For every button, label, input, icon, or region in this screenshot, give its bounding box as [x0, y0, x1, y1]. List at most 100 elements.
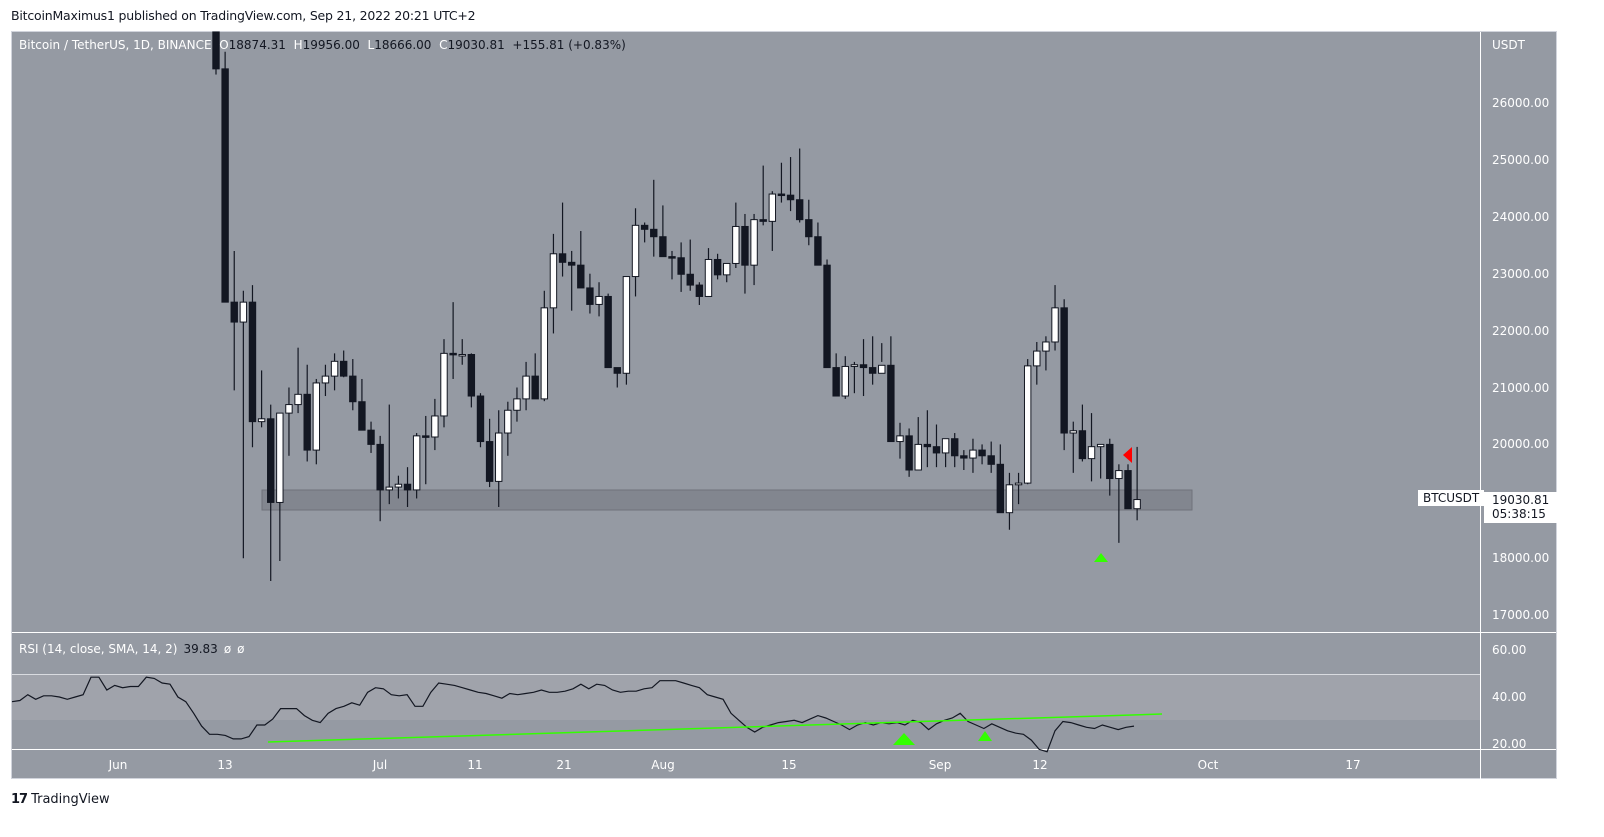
candle — [522, 361, 530, 411]
candle — [358, 378, 366, 431]
candle — [349, 359, 357, 411]
candle — [540, 290, 549, 402]
time-tick: Sep — [928, 758, 952, 772]
last-price-tag: 19030.81 05:38:15 — [1484, 492, 1557, 523]
price-axis[interactable] — [1481, 32, 1556, 631]
candle — [759, 165, 767, 226]
candle — [941, 438, 950, 468]
tradingview-brand[interactable]: 17 TradingView — [11, 792, 110, 807]
high-label: H — [293, 38, 303, 52]
candle — [1069, 421, 1077, 473]
time-tick: 21 — [556, 758, 572, 772]
candle — [495, 410, 503, 507]
candle — [905, 428, 913, 477]
candle — [476, 393, 485, 448]
candle — [330, 353, 339, 391]
rsi-tick: 20.00 — [1492, 736, 1527, 751]
rsi-line-group — [11, 676, 1163, 753]
close-value: 19030.81 — [447, 38, 505, 52]
candle — [303, 364, 311, 462]
candles-group — [212, 31, 1141, 581]
bar-countdown: 05:38:15 — [1492, 507, 1546, 521]
candle — [239, 290, 248, 559]
price-pane[interactable] — [12, 32, 1480, 631]
candle — [677, 242, 685, 292]
candle — [668, 250, 676, 280]
rsi-trendline[interactable] — [267, 713, 1163, 743]
open-value: 18874.31 — [228, 38, 286, 52]
candle — [403, 467, 412, 507]
candle — [723, 262, 731, 283]
time-tick: 17 — [1345, 758, 1361, 772]
candle — [212, 31, 220, 75]
symbol-legend[interactable]: Bitcoin / TetherUS, 1D, BINANCE O18874.3… — [19, 38, 626, 52]
time-tick: 11 — [467, 758, 483, 772]
time-tick: Aug — [651, 758, 675, 772]
candle — [567, 250, 576, 311]
candle — [1014, 472, 1023, 505]
candle — [1078, 404, 1087, 462]
candle — [549, 233, 558, 334]
high-value: 19956.00 — [302, 38, 360, 52]
candle — [887, 336, 895, 443]
candle — [412, 433, 421, 499]
candle — [221, 51, 229, 303]
candle — [622, 276, 631, 385]
rsi-na-2: ø — [237, 642, 245, 656]
tradingview-logo-icon: 17 — [11, 792, 28, 807]
candle — [558, 202, 567, 277]
time-tick: 13 — [217, 758, 233, 772]
rsi-tick: 60.00 — [1492, 643, 1527, 658]
candle — [795, 148, 804, 223]
price-tick: 18000.00 — [1492, 551, 1550, 566]
rsi-legend[interactable]: RSI (14, close, SMA, 14, 2) 39.83 ø ø — [19, 642, 245, 656]
candle — [285, 387, 293, 456]
candle — [768, 191, 777, 251]
candle — [230, 250, 238, 391]
time-tick: 12 — [1032, 758, 1048, 772]
candle — [1033, 341, 1041, 385]
rsi-up-arrow-icon — [893, 733, 915, 745]
rsi-up-arrow-icon — [978, 731, 992, 741]
candle — [1115, 464, 1123, 543]
candle — [267, 404, 275, 581]
candle — [1005, 472, 1014, 530]
candle — [586, 273, 594, 314]
candle — [1051, 285, 1059, 351]
candle — [513, 387, 521, 422]
candle — [376, 435, 384, 522]
candle — [814, 222, 822, 266]
price-tick: 20000.00 — [1492, 437, 1550, 452]
candle — [896, 422, 904, 459]
price-tick: 23000.00 — [1492, 266, 1550, 281]
candle — [339, 350, 348, 378]
candle — [1060, 299, 1068, 451]
symbol-title: Bitcoin / TetherUS, 1D, BINANCE — [19, 38, 212, 52]
candle — [786, 157, 795, 212]
rsi-title: RSI (14, close, SMA, 14, 2) — [19, 642, 178, 656]
candle — [805, 199, 813, 246]
price-tick: 17000.00 — [1492, 608, 1550, 623]
time-tick: 15 — [781, 758, 797, 772]
candle — [686, 239, 694, 291]
candle — [385, 404, 393, 505]
candle — [1042, 336, 1050, 371]
support-zone[interactable] — [261, 489, 1193, 511]
candle — [695, 282, 704, 305]
currency-label: USDT — [1492, 38, 1525, 52]
candle — [531, 353, 539, 400]
rsi-band — [12, 674, 1480, 720]
candle — [659, 205, 667, 258]
time-axis[interactable] — [12, 750, 1480, 778]
rsi-value: 39.83 — [183, 642, 218, 656]
low-label: L — [367, 38, 375, 52]
close-label: C — [439, 38, 448, 52]
candle — [422, 415, 430, 485]
candle — [996, 444, 1005, 514]
candle — [367, 421, 375, 453]
candle — [841, 356, 849, 399]
candle — [248, 285, 257, 448]
candle — [631, 208, 640, 297]
candle — [467, 353, 476, 408]
